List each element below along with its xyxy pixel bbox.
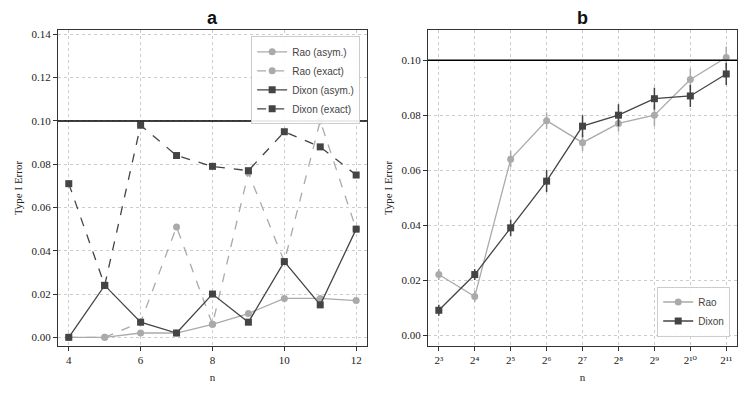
svg-text:0.14: 0.14 [32, 28, 52, 40]
svg-text:4: 4 [66, 354, 72, 366]
svg-text:2⁴: 2⁴ [470, 354, 480, 366]
svg-text:0.12: 0.12 [32, 71, 51, 83]
svg-text:2⁷: 2⁷ [578, 354, 588, 366]
svg-text:Dixon (asym.): Dixon (asym.) [292, 85, 354, 96]
svg-text:0.00: 0.00 [402, 329, 422, 341]
svg-text:0.08: 0.08 [32, 158, 52, 170]
svg-text:Rao (asym.): Rao (asym.) [292, 47, 346, 58]
svg-text:2⁵: 2⁵ [506, 354, 516, 366]
svg-text:n: n [210, 371, 216, 383]
svg-text:0.02: 0.02 [402, 274, 421, 286]
svg-text:2⁹: 2⁹ [650, 354, 660, 366]
svg-text:2¹⁰: 2¹⁰ [684, 354, 698, 366]
svg-text:0.06: 0.06 [402, 164, 422, 176]
svg-text:8: 8 [210, 354, 216, 366]
svg-text:12: 12 [351, 354, 362, 366]
svg-text:2¹¹: 2¹¹ [720, 354, 732, 366]
svg-text:Dixon: Dixon [698, 316, 724, 327]
svg-text:Type I Error: Type I Error [382, 161, 394, 216]
svg-text:0.02: 0.02 [32, 288, 51, 300]
svg-text:2³: 2³ [434, 354, 444, 366]
svg-text:Rao (exact): Rao (exact) [292, 66, 344, 77]
svg-text:a: a [207, 8, 218, 28]
svg-text:0.08: 0.08 [402, 109, 422, 121]
svg-text:b: b [577, 8, 588, 28]
svg-text:n: n [580, 371, 586, 383]
svg-text:0.06: 0.06 [32, 201, 52, 213]
svg-text:0.10: 0.10 [32, 115, 52, 127]
svg-text:Dixon (exact): Dixon (exact) [292, 104, 351, 115]
svg-text:0.04: 0.04 [402, 219, 422, 231]
svg-text:Rao: Rao [698, 297, 717, 308]
svg-text:10: 10 [279, 354, 291, 366]
svg-text:0.04: 0.04 [32, 245, 52, 257]
svg-text:0.00: 0.00 [32, 331, 52, 343]
svg-text:2⁸: 2⁸ [614, 354, 624, 366]
svg-text:6: 6 [138, 354, 144, 366]
svg-text:2⁶: 2⁶ [542, 354, 552, 366]
svg-text:Type I Error: Type I Error [12, 161, 24, 216]
svg-text:0.10: 0.10 [402, 54, 422, 66]
